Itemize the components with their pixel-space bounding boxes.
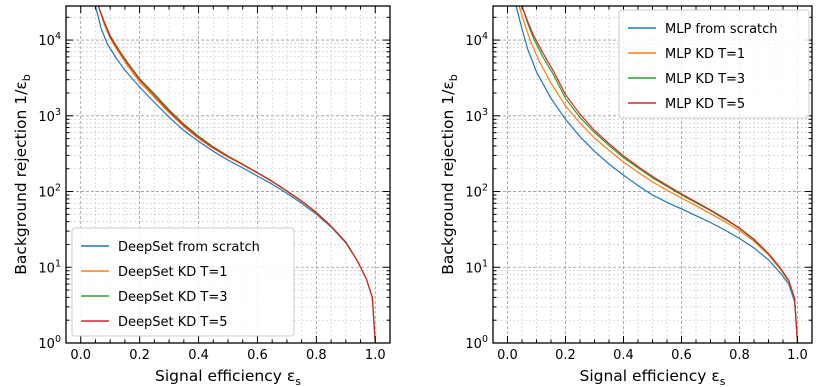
- legend-label-3: DeepSet KD T=3: [118, 290, 228, 305]
- y-tick-exp: 3: [482, 107, 488, 118]
- series-line-1: [515, 6, 799, 343]
- y-tick-exp: 4: [482, 31, 488, 42]
- x-tick-label: 0.6: [671, 348, 692, 363]
- legend-label-2: MLP KD T=1: [665, 47, 745, 62]
- legend-label-4: DeepSet KD T=5: [118, 315, 228, 330]
- legend-label-1: DeepSet from scratch: [118, 240, 260, 255]
- y-tick-exp: 0: [482, 334, 488, 345]
- x-axis-label: Signal efficiency εs: [580, 367, 726, 387]
- x-axis-label: Signal efficiency εs: [155, 367, 301, 387]
- legend-box: [618, 9, 810, 119]
- y-tick-label: 101: [38, 258, 61, 276]
- x-tick-label: 0.2: [555, 348, 576, 363]
- y-tick-label: 100: [465, 334, 488, 352]
- x-tick-label: 0.4: [188, 348, 209, 363]
- legend-label-3: MLP KD T=3: [665, 72, 745, 87]
- y-tick-base: 10: [38, 186, 55, 201]
- x-tick-label: 0.0: [497, 348, 518, 363]
- y-tick-label: 101: [465, 258, 488, 276]
- y-tick-exp: 1: [482, 258, 488, 269]
- y-tick-base: 10: [465, 34, 482, 49]
- y-axis-label: Background rejection 1/εb: [12, 74, 33, 274]
- plot-frame: [65, 5, 391, 344]
- y-tick-exp: 0: [55, 334, 61, 345]
- x-tick-label: 1.0: [787, 348, 808, 363]
- y-tick-exp: 2: [55, 183, 61, 194]
- x-tick-label: 0.8: [306, 348, 327, 363]
- y-tick-base: 10: [465, 110, 482, 125]
- chart-panel-left: 0.0 0.2 0.4 0.6 0.8 1.0100101102103104Signal …: [12, 5, 391, 387]
- series-line-2: [518, 6, 799, 343]
- legend-label-2: DeepSet KD T=1: [118, 265, 228, 280]
- y-tick-label: 103: [465, 107, 488, 125]
- x-axis-label-sub: s: [295, 375, 301, 387]
- x-tick-label: 1.0: [365, 348, 386, 363]
- y-axis-label-main: Background rejection 1/ε: [12, 81, 30, 274]
- y-tick-exp: 2: [482, 183, 488, 194]
- chart-panel-right: 0.0 0.2 0.4 0.6 0.8 1.0100101102103104Signal …: [439, 5, 813, 387]
- legend-label-4: MLP KD T=5: [665, 97, 745, 112]
- series-line-4: [97, 6, 376, 343]
- y-tick-base: 10: [465, 186, 482, 201]
- y-tick-exp: 3: [55, 107, 61, 118]
- y-axis-label-sub: b: [447, 74, 460, 81]
- y-tick-base: 10: [38, 110, 55, 125]
- y-tick-label: 104: [38, 31, 61, 49]
- y-tick-base: 10: [38, 261, 55, 276]
- y-tick-label: 102: [38, 183, 61, 201]
- y-tick-base: 10: [38, 34, 55, 49]
- y-tick-exp: 1: [55, 258, 61, 269]
- x-axis-label-main: Signal efficiency ε: [580, 367, 720, 385]
- y-tick-label: 102: [465, 183, 488, 201]
- x-axis-label-main: Signal efficiency ε: [155, 367, 295, 385]
- y-axis-label-main: Background rejection 1/ε: [439, 81, 457, 274]
- series-line-4: [521, 6, 799, 343]
- legend-label-1: MLP from scratch: [665, 22, 778, 37]
- y-tick-base: 10: [38, 337, 55, 352]
- x-tick-label: 0.4: [613, 348, 634, 363]
- y-tick-label: 103: [38, 107, 61, 125]
- legend: DeepSet from scratch DeepSet KD T=1 DeepSe…: [71, 227, 295, 337]
- x-tick-label: 0.0: [70, 348, 91, 363]
- series-group: [94, 6, 376, 343]
- legend-box: [71, 227, 295, 337]
- y-tick-base: 10: [465, 337, 482, 352]
- x-tick-label: 0.2: [129, 348, 150, 363]
- legend: MLP from scratch MLP KD T=1 MLP KD T=3 MLP …: [618, 9, 810, 119]
- x-axis-label-sub: s: [720, 375, 726, 387]
- y-axis-label-sub: b: [20, 74, 33, 81]
- y-tick-label: 104: [465, 31, 488, 49]
- x-tick-label: 0.8: [729, 348, 750, 363]
- series-group: [515, 6, 799, 343]
- y-tick-label: 100: [38, 334, 61, 352]
- y-tick-base: 10: [465, 261, 482, 276]
- y-axis-label: Background rejection 1/εb: [439, 74, 460, 274]
- plot-frame: [492, 5, 813, 344]
- y-tick-exp: 4: [55, 31, 61, 42]
- x-tick-label: 0.6: [247, 348, 268, 363]
